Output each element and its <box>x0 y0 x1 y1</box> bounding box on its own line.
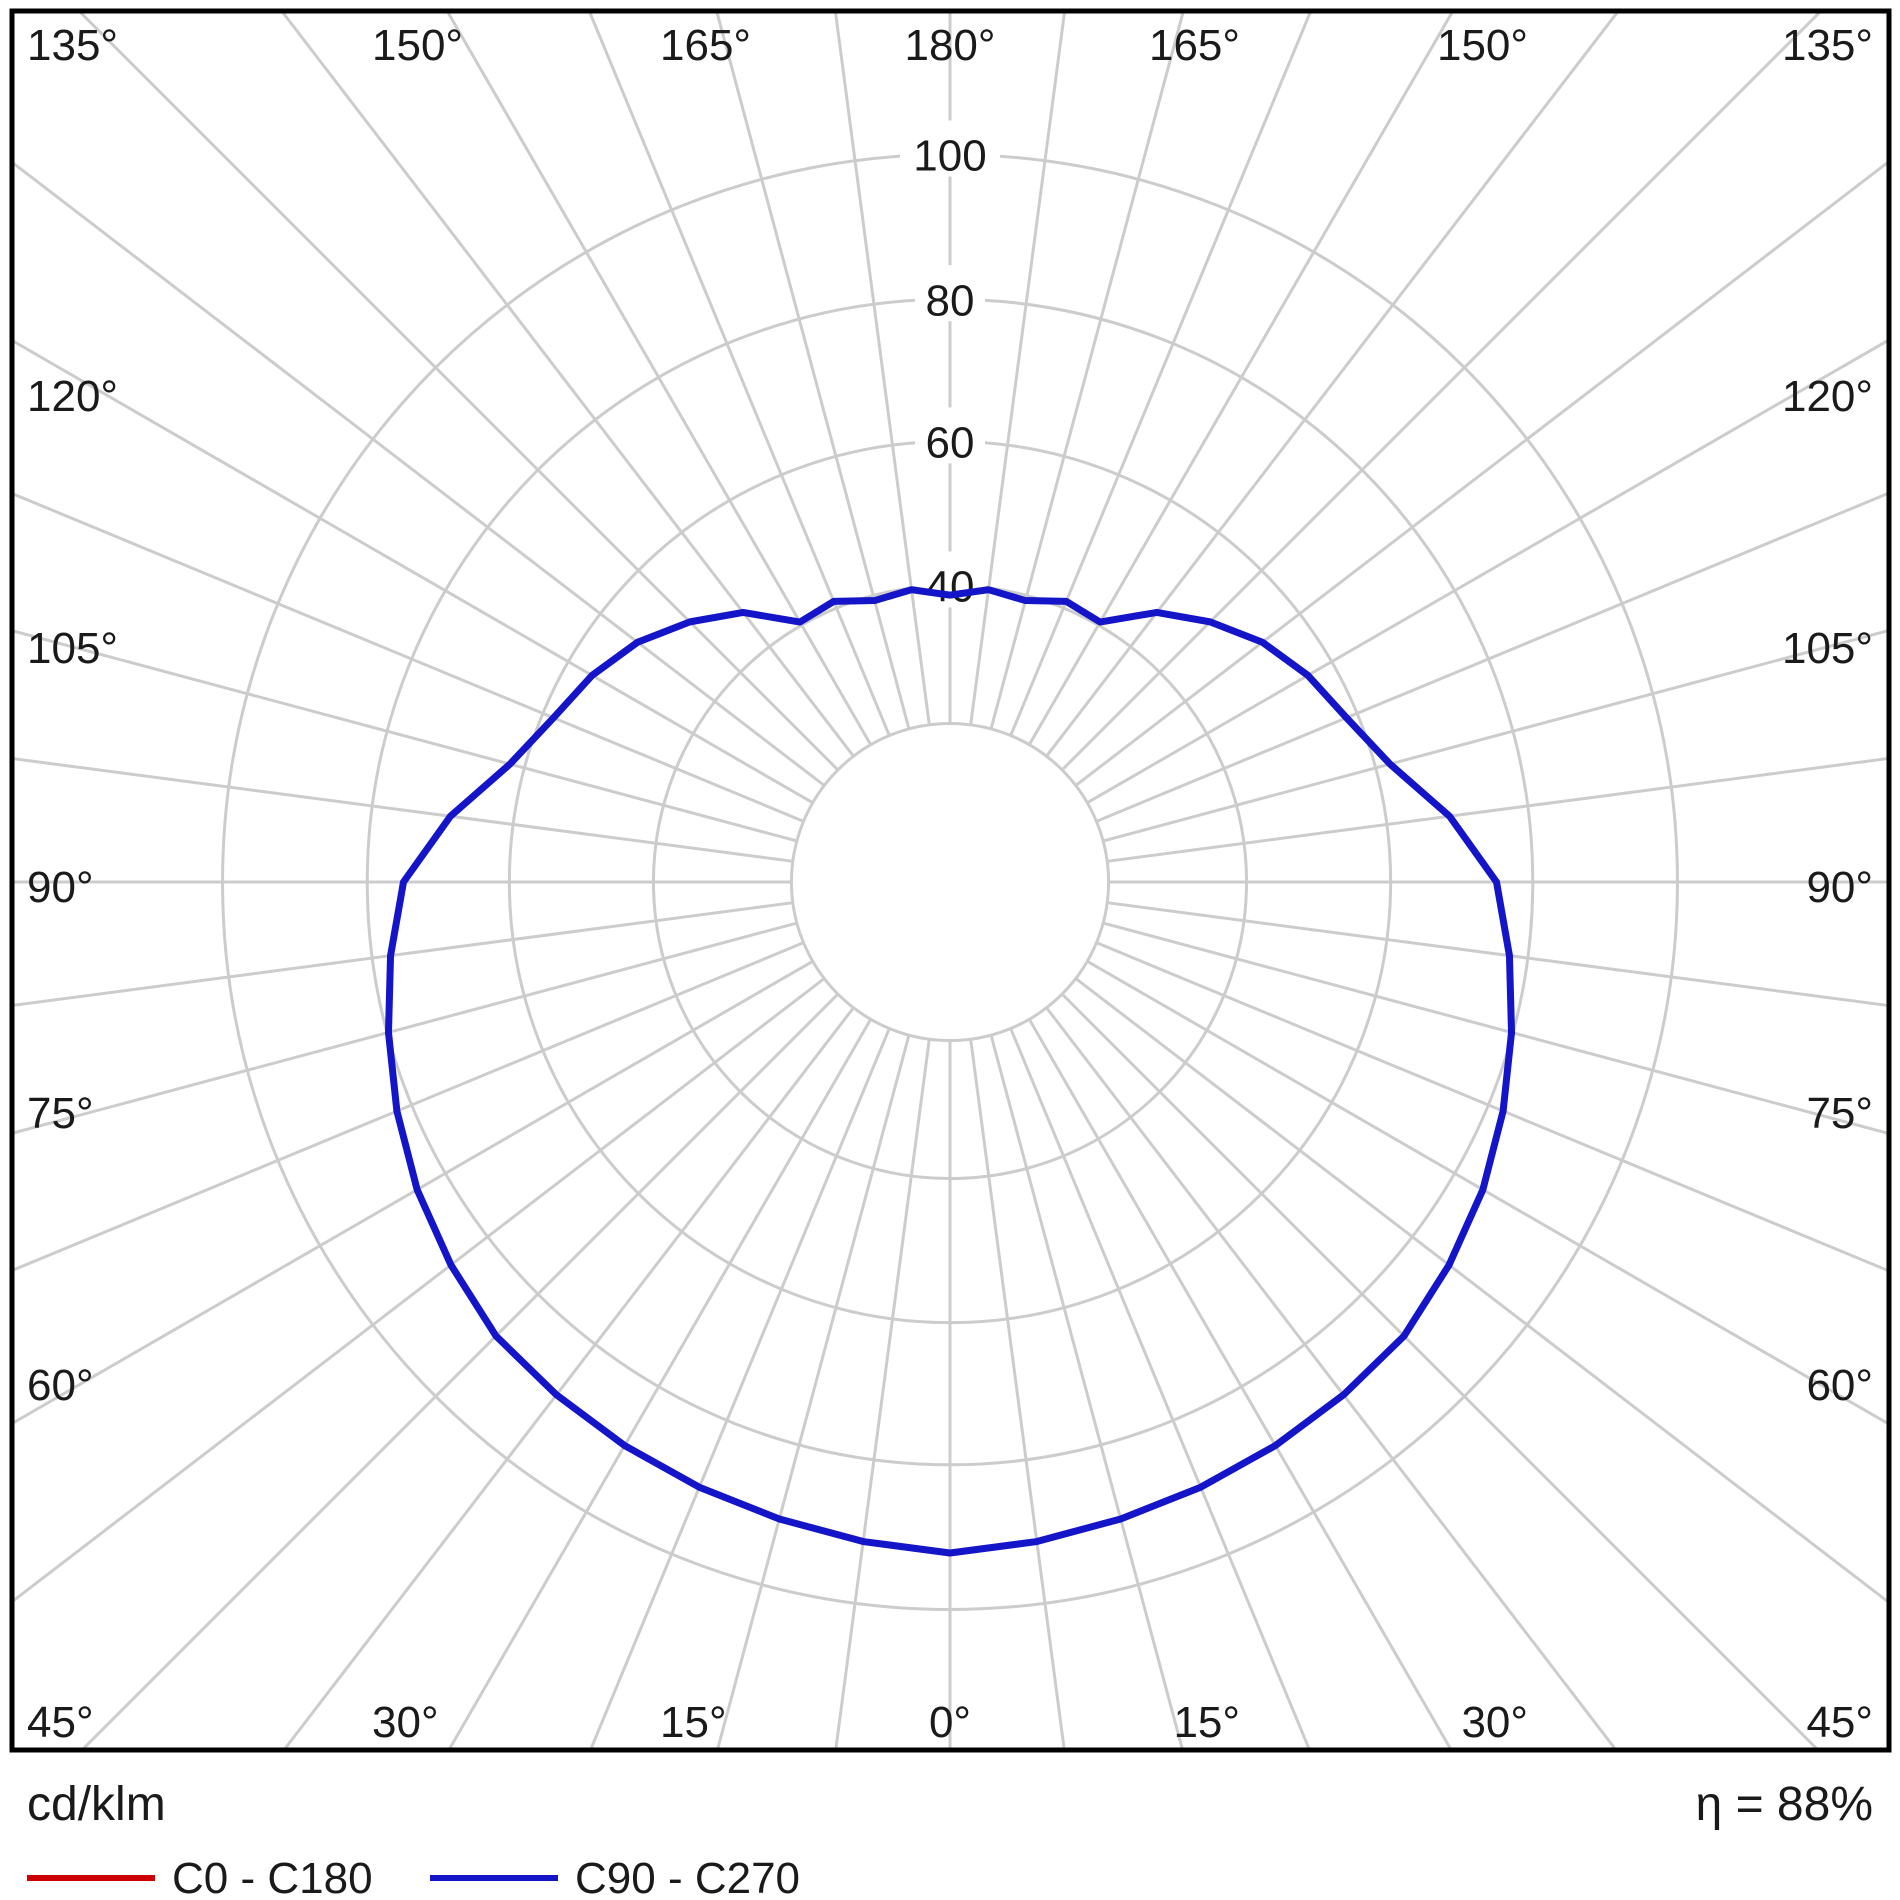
svg-text:45°: 45° <box>27 1698 94 1747</box>
svg-text:0°: 0° <box>929 1698 971 1747</box>
svg-text:45°: 45° <box>1806 1698 1873 1747</box>
svg-text:60°: 60° <box>1806 1361 1873 1410</box>
svg-text:105°: 105° <box>27 624 118 673</box>
svg-text:η = 88%: η = 88% <box>1696 1778 1873 1831</box>
svg-text:75°: 75° <box>1806 1089 1873 1138</box>
svg-text:30°: 30° <box>372 1698 439 1747</box>
svg-text:150°: 150° <box>372 21 463 70</box>
svg-text:135°: 135° <box>1782 21 1873 70</box>
svg-text:15°: 15° <box>1173 1698 1240 1747</box>
svg-text:120°: 120° <box>1782 372 1873 421</box>
svg-text:80: 80 <box>926 276 975 325</box>
svg-text:cd/klm: cd/klm <box>27 1778 166 1831</box>
svg-text:90°: 90° <box>27 863 94 912</box>
svg-text:90°: 90° <box>1806 863 1873 912</box>
svg-text:C90 - C270: C90 - C270 <box>575 1854 800 1900</box>
svg-text:100: 100 <box>913 132 986 181</box>
svg-text:40: 40 <box>926 562 975 611</box>
svg-text:120°: 120° <box>27 372 118 421</box>
svg-text:75°: 75° <box>27 1089 94 1138</box>
svg-text:105°: 105° <box>1782 624 1873 673</box>
svg-text:165°: 165° <box>660 21 751 70</box>
svg-text:30°: 30° <box>1461 1698 1528 1747</box>
svg-text:165°: 165° <box>1149 21 1240 70</box>
svg-text:60: 60 <box>926 418 975 467</box>
svg-text:60°: 60° <box>27 1361 94 1410</box>
svg-text:15°: 15° <box>660 1698 727 1747</box>
svg-text:180°: 180° <box>904 21 995 70</box>
svg-text:150°: 150° <box>1437 21 1528 70</box>
svg-text:C0 - C180: C0 - C180 <box>172 1854 373 1900</box>
svg-text:135°: 135° <box>27 21 118 70</box>
